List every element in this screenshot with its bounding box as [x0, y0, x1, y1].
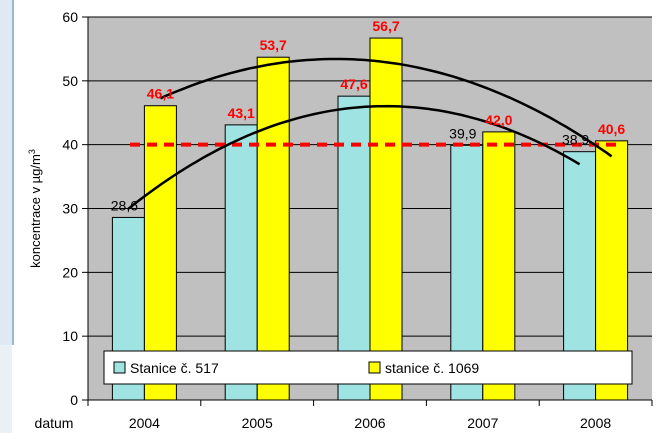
x-tick-label: 2006 [354, 415, 385, 431]
data-label: 56,7 [372, 18, 399, 34]
y-tick-label: 30 [62, 201, 78, 217]
data-label: 39,9 [449, 125, 476, 141]
data-label: 28,6 [111, 197, 138, 213]
data-label: 40,6 [598, 121, 625, 137]
x-tick-label: 2005 [242, 415, 273, 431]
trendline-stanice-517 [127, 104, 581, 210]
data-label: 43,1 [228, 105, 255, 121]
y-tick-label: 60 [62, 9, 78, 25]
x-tick-label: 2008 [580, 415, 611, 431]
y-tick-label: 50 [62, 73, 78, 89]
y-tick-label: 20 [62, 264, 78, 280]
trendline-stanice-1069 [159, 57, 613, 158]
y-axis-label: koncentrace v µg/m3 [27, 149, 43, 268]
bar-stanice-1069 [256, 56, 290, 401]
x-tick-label: 2007 [467, 415, 498, 431]
data-label: 53,7 [260, 37, 287, 53]
background-panel-edge [0, 0, 14, 345]
legend [103, 350, 633, 385]
data-label: 47,6 [340, 76, 367, 92]
bar-stanice-517 [337, 95, 371, 401]
y-tick-label: 40 [62, 137, 78, 153]
data-label: 42,0 [485, 112, 512, 128]
legend-swatch [113, 361, 126, 374]
legend-label: Stanice č. 517 [130, 360, 219, 376]
x-axis-label: datum [35, 415, 74, 431]
y-tick-label: 10 [62, 328, 78, 344]
legend-swatch [368, 361, 381, 374]
legend-label: stanice č. 1069 [385, 360, 479, 376]
y-tick-label: 0 [70, 392, 78, 408]
data-label: 46,1 [147, 86, 174, 102]
data-label: 38,9 [562, 132, 589, 148]
bar-stanice-1069 [369, 37, 403, 401]
x-tick-label: 2004 [129, 415, 160, 431]
